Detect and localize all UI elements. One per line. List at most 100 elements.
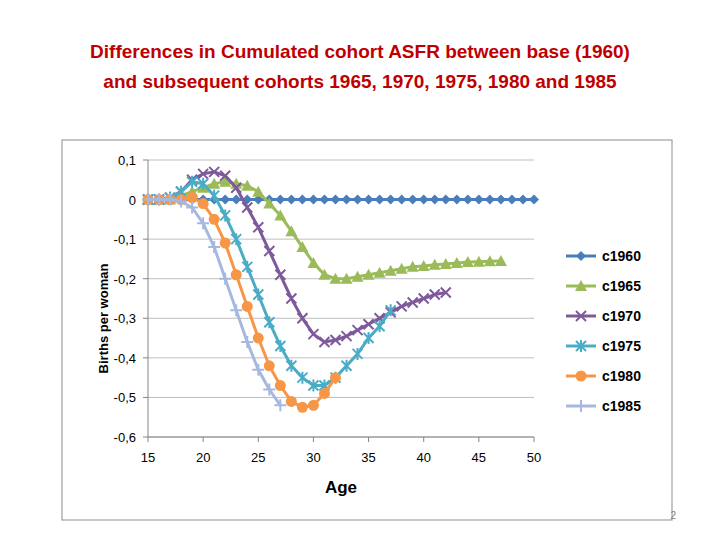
data-point bbox=[330, 372, 340, 384]
chart-frame bbox=[62, 140, 672, 520]
legend-marker bbox=[576, 371, 587, 382]
data-point bbox=[307, 257, 319, 268]
data-point bbox=[342, 331, 352, 341]
data-point bbox=[209, 214, 220, 225]
title-line: Differences in Cumulated cohort ASFR bet… bbox=[90, 41, 630, 62]
data-point bbox=[209, 190, 219, 202]
data-point bbox=[275, 195, 285, 205]
x-tick-label: 50 bbox=[527, 450, 541, 465]
data-point bbox=[252, 364, 264, 376]
data-point bbox=[198, 198, 209, 209]
data-point bbox=[142, 194, 154, 205]
y-tick-label: 0,1 bbox=[118, 153, 136, 168]
x-tick-label: 25 bbox=[251, 450, 265, 465]
series-line bbox=[148, 198, 335, 408]
legend-marker bbox=[575, 400, 587, 412]
data-point bbox=[220, 209, 230, 221]
x-tick bbox=[313, 437, 314, 442]
data-point bbox=[285, 225, 297, 236]
y-tick bbox=[143, 437, 148, 438]
x-tick-label: 45 bbox=[472, 450, 486, 465]
data-point bbox=[286, 294, 296, 304]
series-line bbox=[148, 200, 280, 406]
data-point bbox=[286, 396, 297, 407]
data-point bbox=[418, 260, 430, 271]
x-tick bbox=[534, 437, 535, 442]
plot-area bbox=[142, 167, 539, 413]
data-point bbox=[364, 332, 374, 344]
data-point bbox=[231, 183, 241, 193]
data-point bbox=[363, 269, 375, 280]
grid-line bbox=[148, 160, 534, 161]
x-tick-label: 15 bbox=[141, 450, 155, 465]
y-tick-label: -0,2 bbox=[114, 272, 136, 287]
data-point bbox=[518, 195, 528, 205]
data-point bbox=[220, 238, 231, 249]
data-point bbox=[364, 319, 374, 329]
data-point bbox=[353, 325, 363, 335]
x-tick bbox=[258, 437, 259, 442]
slide: Differences in Cumulated cohort ASFR bet… bbox=[0, 0, 720, 540]
title: Differences in Cumulated cohort ASFR bet… bbox=[90, 41, 630, 92]
data-point bbox=[495, 255, 507, 266]
data-point bbox=[242, 202, 252, 212]
data-point bbox=[385, 265, 397, 276]
data-point bbox=[319, 195, 329, 205]
data-point bbox=[353, 195, 363, 205]
legend-marker bbox=[576, 340, 586, 352]
data-point bbox=[220, 171, 230, 181]
series-line bbox=[148, 182, 391, 386]
data-point bbox=[386, 304, 396, 316]
data-point bbox=[452, 195, 462, 205]
data-point bbox=[529, 195, 539, 205]
data-point bbox=[253, 289, 263, 301]
series-line bbox=[148, 172, 446, 342]
y-axis-title: Births per woman bbox=[96, 264, 111, 374]
data-point bbox=[274, 399, 286, 411]
data-point bbox=[165, 195, 175, 205]
y-tick bbox=[143, 318, 148, 319]
data-point bbox=[484, 255, 496, 266]
data-point bbox=[153, 194, 165, 206]
data-point bbox=[186, 201, 198, 213]
data-point bbox=[143, 195, 153, 205]
data-point bbox=[440, 258, 452, 269]
x-tick bbox=[203, 437, 204, 442]
data-point bbox=[231, 233, 241, 245]
data-point bbox=[353, 348, 363, 360]
data-point bbox=[252, 186, 264, 197]
y-tick bbox=[143, 239, 148, 240]
data-point bbox=[208, 241, 220, 253]
grid-line bbox=[148, 239, 534, 240]
grid-line bbox=[148, 397, 534, 398]
data-point bbox=[187, 176, 197, 188]
legend-marker bbox=[576, 311, 586, 321]
data-point bbox=[275, 270, 285, 280]
x-tick-label: 40 bbox=[416, 450, 430, 465]
data-point bbox=[419, 294, 429, 304]
data-point bbox=[297, 195, 307, 205]
data-point bbox=[329, 273, 341, 284]
legend-label: c1980 bbox=[602, 368, 641, 384]
data-point bbox=[318, 269, 330, 280]
data-point bbox=[219, 273, 231, 285]
data-point bbox=[143, 194, 153, 206]
data-point bbox=[242, 301, 253, 312]
data-point bbox=[274, 209, 286, 220]
data-point bbox=[263, 198, 275, 209]
data-point bbox=[319, 337, 329, 347]
legend-label: c1965 bbox=[602, 278, 641, 294]
data-point bbox=[397, 301, 407, 311]
x-tick bbox=[148, 437, 149, 442]
data-point bbox=[175, 196, 187, 208]
y-tick-label: -0,1 bbox=[114, 232, 136, 247]
x-tick-label: 20 bbox=[196, 450, 210, 465]
legend-label: c1970 bbox=[602, 308, 641, 324]
legend-label: c1975 bbox=[602, 338, 641, 354]
data-point bbox=[485, 195, 495, 205]
data-point bbox=[253, 333, 264, 344]
data-point bbox=[241, 180, 253, 191]
data-point bbox=[297, 402, 308, 413]
grid-line bbox=[148, 318, 534, 319]
y-tick bbox=[143, 278, 148, 279]
